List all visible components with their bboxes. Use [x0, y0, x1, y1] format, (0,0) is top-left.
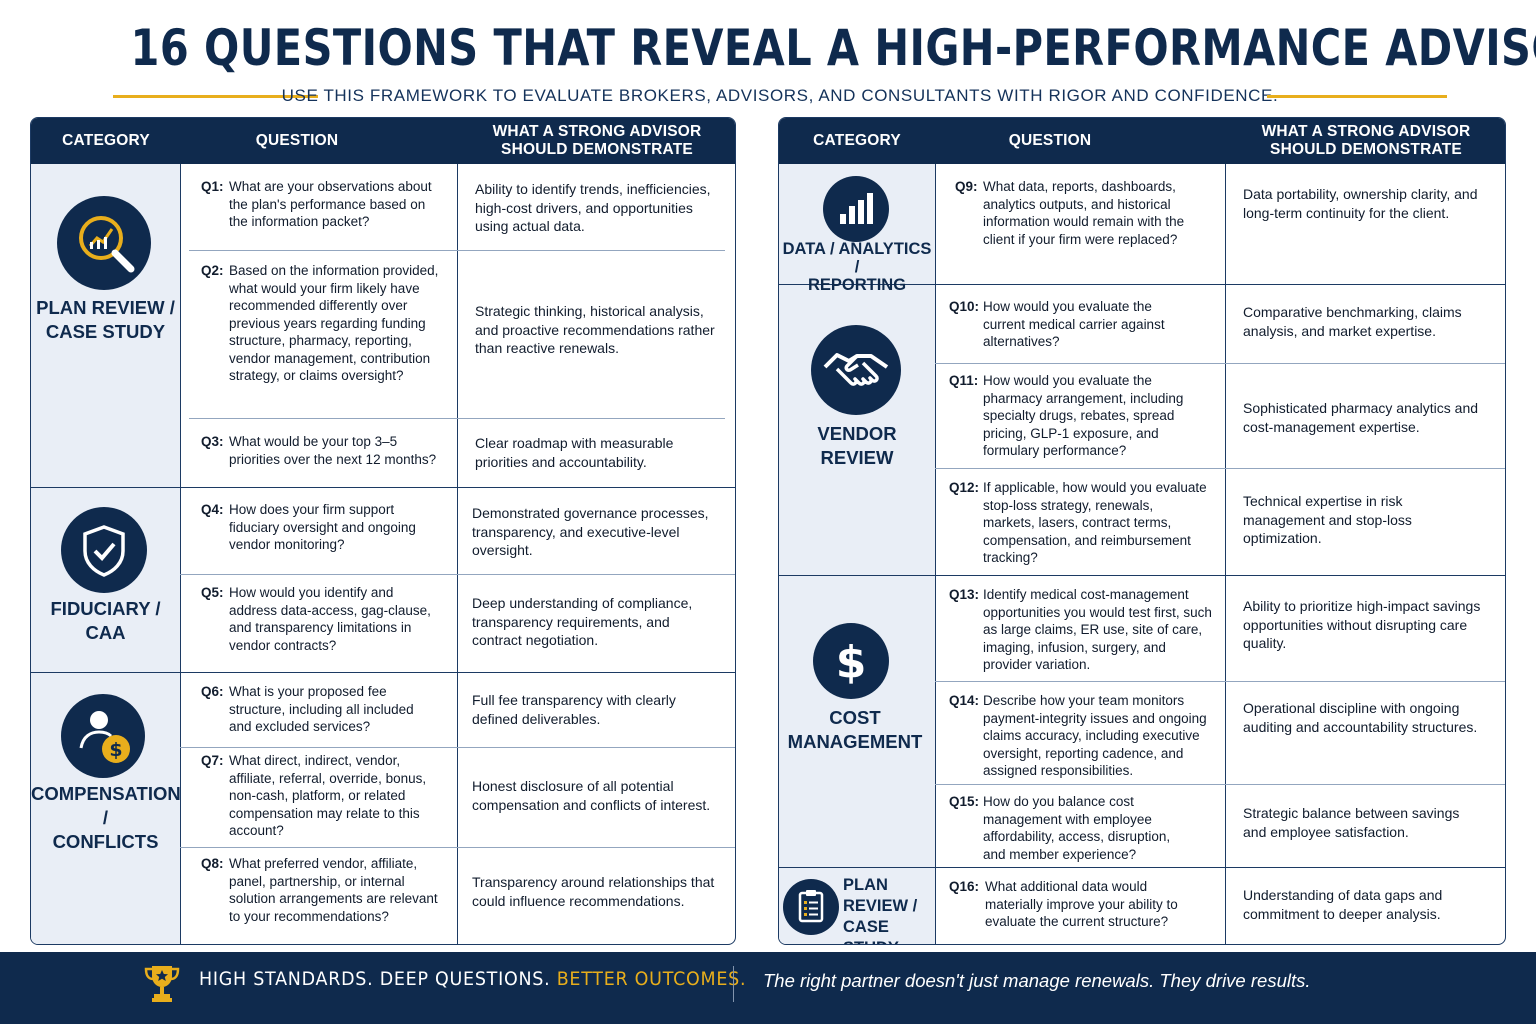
- category-vendor-review: VENDOR REVIEW: [817, 423, 897, 468]
- magnifier-chart-icon: [57, 196, 151, 290]
- subtitle-rule-left: [113, 95, 318, 98]
- footer-quote: The right partner doesn't just manage re…: [763, 970, 1311, 991]
- person-dollar-icon: $: [61, 694, 145, 778]
- subtitle: USE THIS FRAMEWORK TO EVALUATE BROKERS, …: [281, 86, 1279, 105]
- answer-q7: Honest disclosure of all potential compe…: [472, 778, 711, 813]
- svg-text:$: $: [109, 739, 122, 761]
- footer-banner: HIGH STANDARDS. DEEP QUESTIONS. BETTER O…: [0, 952, 1536, 1024]
- subtitle-row: USE THIS FRAMEWORK TO EVALUATE BROKERS, …: [113, 82, 1447, 110]
- answer-q8: Transparency around relationships that c…: [472, 874, 715, 909]
- clipboard-icon: [783, 879, 839, 935]
- answer-q12: Technical expertise in risk management a…: [1243, 493, 1412, 546]
- answer-q13: Ability to prioritize high-impact saving…: [1243, 598, 1481, 651]
- category-fiduciary: FIDUCIARY / CAA: [50, 598, 161, 643]
- answer-q14: Operational discipline with ongoing audi…: [1243, 700, 1478, 735]
- category-compensation: COMPENSATION / CONFLICTS: [31, 783, 181, 852]
- category-data-analytics: DATA / ANALYTICS / REPORTING: [782, 240, 932, 294]
- left-table: CATEGORY QUESTION WHAT A STRONG ADVISOR …: [30, 117, 736, 945]
- answer-q11: Sophisticated pharmacy analytics and cos…: [1243, 400, 1479, 435]
- header-question: QUESTION: [1008, 132, 1092, 149]
- header-demonstrate: WHAT A STRONG ADVISOR SHOULD DEMONSTRATE: [1261, 123, 1471, 158]
- header-demonstrate: WHAT A STRONG ADVISOR SHOULD DEMONSTRATE: [492, 123, 702, 158]
- category-cost-management: COST MANAGEMENT: [787, 707, 923, 752]
- answer-q4: Demonstrated governance processes, trans…: [472, 505, 709, 558]
- bar-chart-icon: [823, 176, 889, 242]
- subtitle-rule-right: [1267, 95, 1447, 98]
- right-table-header: CATEGORY QUESTION WHAT A STRONG ADVISOR …: [779, 118, 1505, 164]
- answer-q3: Clear roadmap with measurable priorities…: [475, 435, 674, 470]
- shield-check-icon: [61, 507, 147, 593]
- left-table-header: CATEGORY QUESTION WHAT A STRONG ADVISOR …: [31, 118, 735, 164]
- answer-q1: Ability to identify trends, inefficienci…: [475, 181, 711, 234]
- svg-text:$: $: [836, 637, 867, 688]
- header-category: CATEGORY: [813, 132, 901, 149]
- footer-divider: [733, 966, 734, 1002]
- trophy-icon: [142, 962, 182, 1006]
- answer-q5: Deep understanding of compliance, transp…: [472, 595, 693, 648]
- answer-q6: Full fee transparency with clearly defin…: [472, 692, 676, 727]
- handshake-icon: [811, 325, 901, 415]
- category-plan-review: PLAN REVIEW / CASE STUDY: [36, 297, 175, 342]
- answer-q10: Comparative benchmarking, claims analysi…: [1243, 304, 1462, 339]
- header-category: CATEGORY: [62, 132, 150, 149]
- footer-tagline: HIGH STANDARDS. DEEP QUESTIONS. BETTER O…: [199, 968, 747, 990]
- question-q1: Q1: What are your observations about the…: [201, 179, 432, 229]
- page-title: 16 QUESTIONS THAT REVEAL A HIGH-PERFORMA…: [130, 19, 1536, 77]
- answer-q16: Understanding of data gaps and commitmen…: [1243, 887, 1443, 922]
- right-table: CATEGORY QUESTION WHAT A STRONG ADVISOR …: [778, 117, 1506, 945]
- answer-q9: Data portability, ownership clarity, and…: [1243, 186, 1478, 221]
- answer-q2: Strategic thinking, historical analysis,…: [475, 303, 715, 356]
- answer-q15: Strategic balance between savings and em…: [1243, 805, 1460, 840]
- right-category-column: [779, 164, 935, 944]
- header-question: QUESTION: [255, 132, 339, 149]
- dollar-icon: $: [813, 623, 889, 699]
